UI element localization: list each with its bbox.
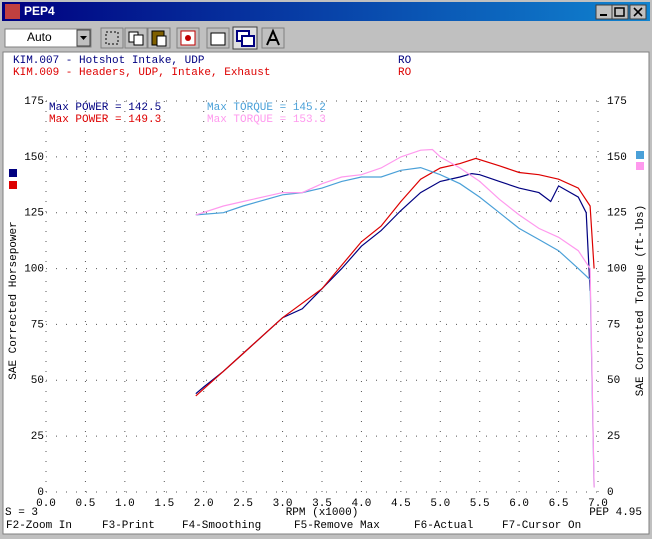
x-tick-label: 6.0	[509, 498, 529, 510]
legend-swatch	[636, 162, 644, 170]
x-tick-label: 0.0	[36, 498, 56, 510]
y-tick-label: 25	[31, 431, 44, 443]
icon	[156, 35, 167, 47]
y-tick-label: 150	[24, 152, 44, 164]
function-key[interactable]: F3-Print	[102, 520, 155, 532]
x-tick-label: 2.5	[233, 498, 253, 510]
x-tick-label: 3.0	[273, 498, 293, 510]
x-tick-label: 1.5	[154, 498, 174, 510]
x-tick-label: 4.5	[391, 498, 411, 510]
y-tick-label: 50	[31, 375, 44, 387]
combo-value: Auto	[27, 30, 52, 44]
icon	[133, 34, 144, 46]
y2-tick-label: 50	[607, 375, 620, 387]
x-axis-title: RPM (x1000)	[286, 507, 359, 519]
icon	[105, 31, 119, 45]
x-tick-label: 4.0	[352, 498, 372, 510]
y-tick-label: 75	[31, 319, 44, 331]
function-key[interactable]: F5-Remove Max	[294, 520, 380, 532]
legend-swatch	[9, 181, 17, 189]
run-label: KIM.009 - Headers, UDP, Intake, Exhaust	[13, 67, 270, 79]
status-version: PEP 4.95	[589, 507, 642, 519]
y2-tick-label: 75	[607, 319, 620, 331]
x-tick-label: 5.0	[430, 498, 450, 510]
y-tick-label: 175	[24, 96, 44, 108]
run-code: RO	[398, 55, 412, 67]
y2-axis-title: SAE Corrected Torque (ft-lbs)	[635, 205, 647, 396]
series-max-label: Max TORQUE = 145.2	[207, 102, 326, 114]
y2-tick-label: 0	[607, 487, 614, 499]
window-buttons	[595, 4, 647, 20]
icon	[185, 35, 191, 41]
x-tick-label: 5.5	[470, 498, 490, 510]
toolbar: Auto	[4, 26, 285, 50]
function-key[interactable]: F2-Zoom In	[6, 520, 72, 532]
y2-tick-label: 175	[607, 96, 627, 108]
window-title: PEP4	[24, 4, 55, 18]
minimize-glyph	[600, 14, 607, 16]
series-max-label: Max TORQUE = 153.3	[207, 114, 326, 126]
y-axis-title: SAE Corrected Horsepower	[8, 221, 20, 379]
legend-swatch	[9, 169, 17, 177]
series-line	[195, 157, 595, 397]
x-tick-label: 0.5	[76, 498, 96, 510]
combo-arrow-glyph	[80, 36, 87, 40]
run-code: RO	[398, 67, 412, 79]
y2-tick-label: 125	[607, 208, 627, 220]
x-tick-label: 6.5	[549, 498, 569, 510]
series-max-label: Max POWER = 149.3	[49, 114, 161, 126]
icon	[266, 28, 280, 46]
combo-box[interactable]	[4, 28, 92, 48]
function-key[interactable]: F6-Actual	[414, 520, 473, 532]
x-tick-label: 2.0	[194, 498, 214, 510]
maximize-glyph	[614, 7, 625, 17]
function-key[interactable]: F7-Cursor On	[502, 520, 581, 532]
icon	[241, 35, 255, 47]
y-tick-label: 125	[24, 208, 44, 220]
dyno-chart: KIM.007 - Hotshot Intake, UDP RO KIM.009 -…	[8, 55, 647, 519]
y2-tick-label: 25	[607, 431, 620, 443]
minimize-button[interactable]	[595, 4, 613, 20]
run-label: KIM.007 - Hotshot Intake, UDP	[13, 55, 205, 67]
app-icon	[5, 4, 20, 19]
x-tick-label: 1.0	[115, 498, 135, 510]
y-tick-label: 100	[24, 263, 44, 275]
plot-window	[2, 51, 650, 535]
title-bar	[2, 2, 650, 21]
y2-tick-label: 100	[607, 263, 627, 275]
y2-tick-label: 150	[607, 152, 627, 164]
legend-swatch	[636, 151, 644, 159]
select-tool[interactable]	[100, 27, 124, 49]
series-max-label: Max POWER = 142.5	[49, 102, 161, 114]
status-smoothing: S = 3	[5, 507, 38, 519]
x-tick-label: 3.5	[312, 498, 332, 510]
icon	[210, 32, 226, 46]
function-key[interactable]: F4-Smoothing	[182, 520, 261, 532]
y-tick-label: 0	[37, 487, 44, 499]
x-tick-label: 7.0	[588, 498, 608, 510]
close-glyph	[633, 7, 643, 17]
series-line	[195, 148, 595, 488]
series-line	[195, 166, 595, 488]
